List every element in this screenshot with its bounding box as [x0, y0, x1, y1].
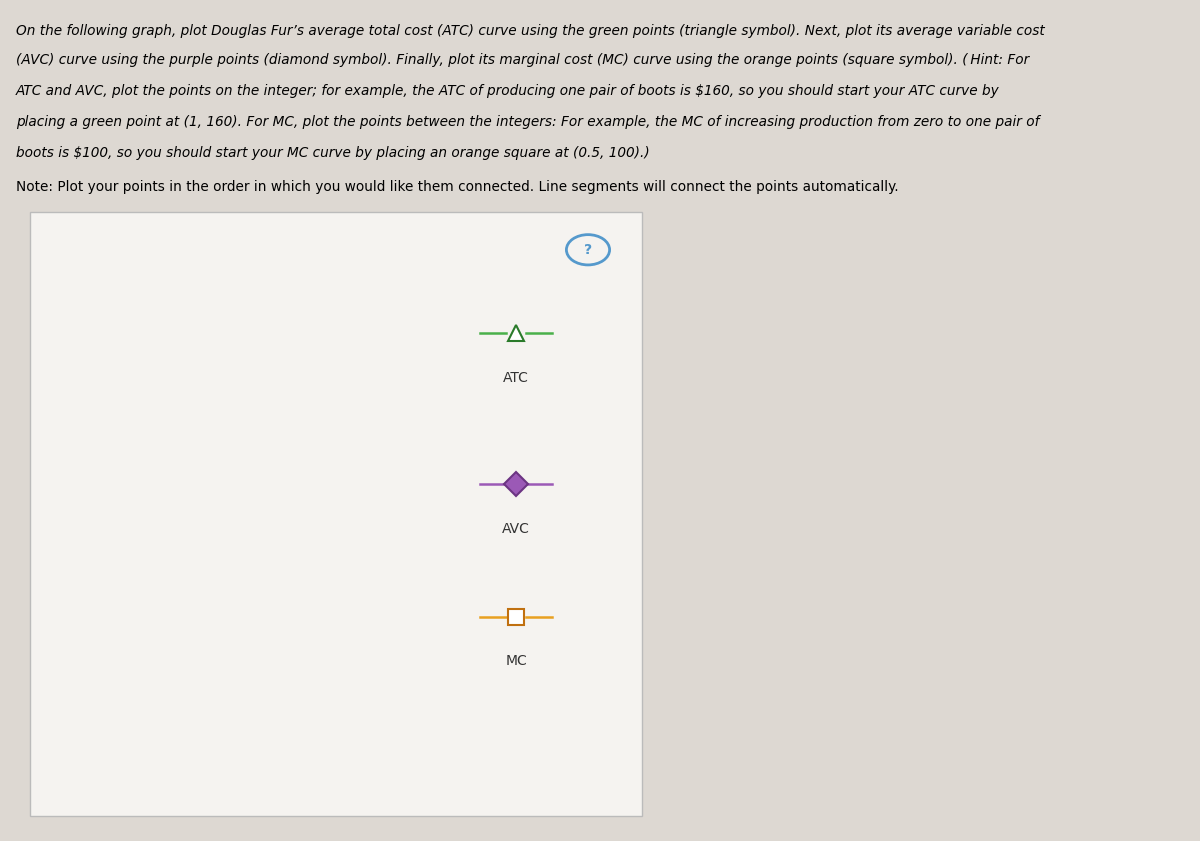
X-axis label: QUANTITY (Pairs of boots): QUANTITY (Pairs of boots)	[204, 781, 366, 795]
Text: ATC: ATC	[503, 371, 529, 384]
Text: ATC and AVC, plot the points on the integer; for example, the ATC of producing o: ATC and AVC, plot the points on the inte…	[16, 84, 1000, 98]
Text: On the following graph, plot Douglas Fur’s average total cost (ATC) curve using : On the following graph, plot Douglas Fur…	[16, 24, 1044, 38]
Text: (AVC) curve using the purple points (diamond symbol). Finally, plot its marginal: (AVC) curve using the purple points (dia…	[16, 53, 1028, 67]
Y-axis label: COSTS (Dollars per pair): COSTS (Dollars per pair)	[56, 425, 70, 578]
Text: Note: Plot your points in the order in which you would like them connected. Line: Note: Plot your points in the order in w…	[16, 180, 899, 194]
Text: placing a green point at (1, 160). For MC, plot the points between the integers:: placing a green point at (1, 160). For M…	[16, 115, 1039, 130]
Text: ?: ?	[584, 243, 592, 257]
Text: AVC: AVC	[502, 521, 530, 536]
Text: MC: MC	[505, 654, 527, 669]
Text: boots is $100, so you should start your MC curve by placing an orange square at : boots is $100, so you should start your …	[16, 146, 649, 161]
